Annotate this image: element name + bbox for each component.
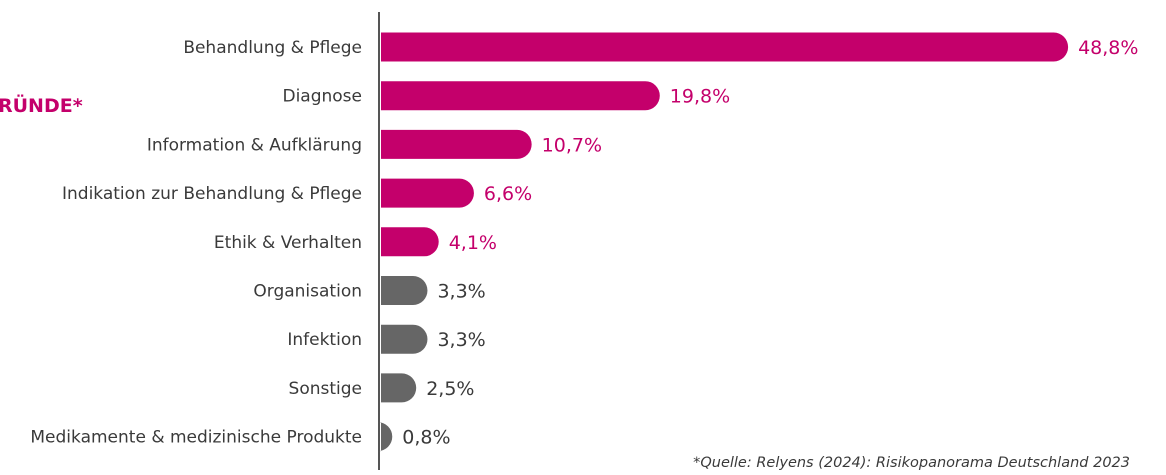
category-label: Behandlung & Pflege	[183, 38, 362, 58]
value-label: 10,7%	[542, 134, 602, 156]
category-label: Infektion	[287, 330, 362, 350]
value-label: 3,3%	[437, 281, 485, 303]
value-label: 2,5%	[426, 378, 474, 400]
category-labels-group: Behandlung & Pflege Diagnose Information &…	[30, 38, 362, 448]
value-label: 3,3%	[437, 329, 485, 351]
category-label: Sonstige	[289, 379, 362, 399]
value-labels-group: 48,8% 19,8% 10,7% 6,6% 4,1% 3,3% 3,3% 2,5% 0,8%	[402, 37, 1138, 449]
bar-4	[381, 178, 474, 208]
bar-8	[381, 373, 417, 403]
bar-3	[381, 129, 532, 159]
source-note: *Quelle: Relyens (2024): Risikopanorama …	[693, 455, 1130, 471]
category-label: Diagnose	[282, 87, 362, 107]
category-label: Information & Aufklärung	[147, 135, 362, 155]
category-label: Medikamente & medizinische Produkte	[30, 428, 362, 448]
value-label: 0,8%	[402, 427, 450, 449]
chart-heading-fragment: RÜNDE*	[0, 93, 83, 117]
bar-5	[381, 227, 439, 257]
bar-6	[381, 276, 428, 305]
value-label: 48,8%	[1078, 37, 1138, 59]
category-label: Ethik & Verhalten	[214, 233, 362, 253]
bar-7	[381, 324, 428, 354]
category-label: Indikation zur Behandlung & Pflege	[62, 184, 362, 204]
value-label: 4,1%	[449, 232, 497, 254]
bar-9	[377, 422, 393, 452]
bars-group	[377, 32, 1069, 452]
category-label: Organisation	[253, 282, 362, 302]
value-label: 19,8%	[670, 86, 730, 108]
bar-1	[381, 32, 1069, 62]
value-label: 6,6%	[484, 183, 532, 205]
bar-2	[381, 81, 660, 111]
